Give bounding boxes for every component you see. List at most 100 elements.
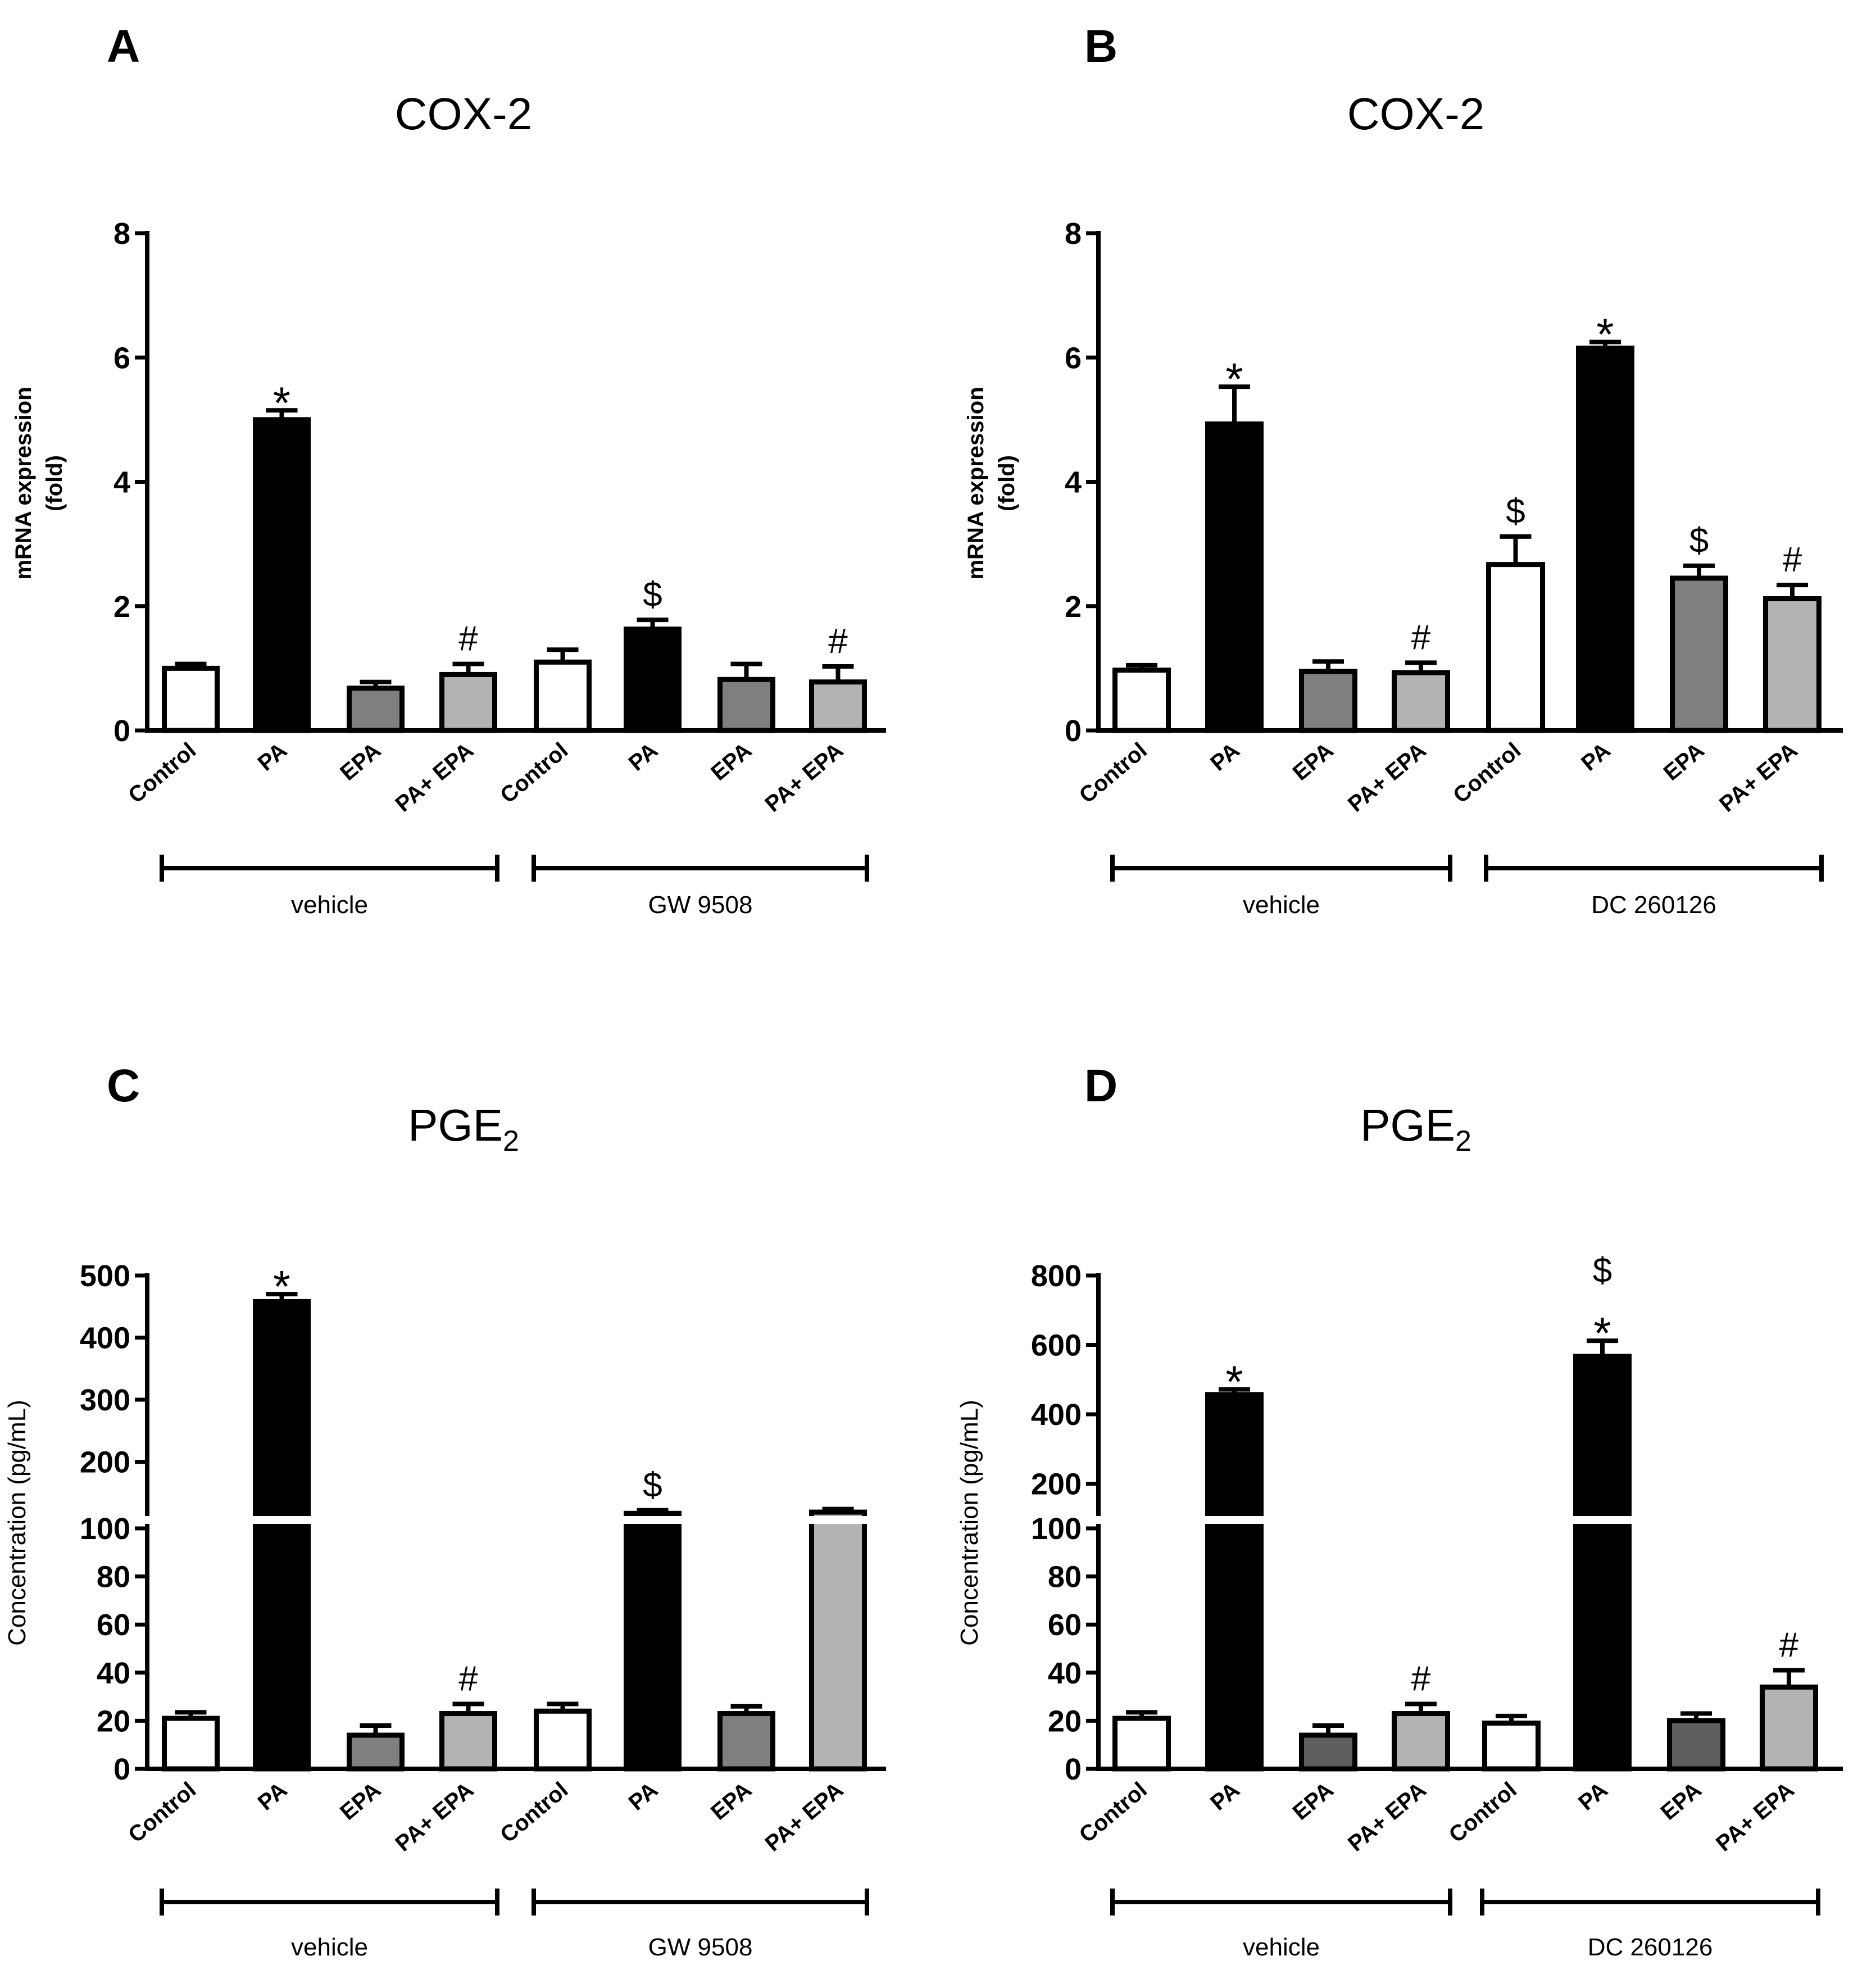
significance-marker: # — [458, 1659, 478, 1698]
x-tick-label: PA+ EPA — [1343, 738, 1431, 817]
y-tick-label: 40 — [1048, 1656, 1082, 1690]
y-tick-label: 8 — [113, 217, 130, 251]
y-tick-label: 80 — [1048, 1560, 1082, 1594]
significance-marker: # — [1783, 541, 1802, 579]
x-tick-label: Control — [124, 1777, 201, 1848]
x-tick-label: PA — [253, 1777, 292, 1815]
group-label: GW 9508 — [648, 1933, 753, 1961]
chart-title: COX-2 — [1347, 89, 1485, 139]
chart-title: COX-2 — [395, 89, 533, 139]
bar — [347, 686, 405, 733]
chart-panel-d: D PGE2 Concentration (pg/mL) 0 20 40 60 80 100 20… — [956, 1060, 1843, 1961]
y-tick-label: 300 — [80, 1383, 130, 1417]
significance-marker: $ — [643, 1466, 662, 1505]
significance-marker: $ — [1689, 521, 1709, 560]
x-tick-label: PA — [624, 738, 663, 776]
y-tick-label: 6 — [1065, 341, 1082, 375]
y-tick-label: 0 — [113, 1753, 130, 1786]
y-axis-label: Concentration (pg/mL) — [3, 1400, 31, 1646]
significance-marker: * — [1593, 1308, 1611, 1358]
bar — [1392, 670, 1450, 733]
bar — [1573, 1354, 1632, 1772]
x-tick-label: PA+ EPA — [1715, 738, 1802, 817]
y-tick-label: 60 — [97, 1608, 130, 1642]
x-tick-label: EPA — [706, 738, 756, 786]
x-tick-label: PA+ EPA — [391, 1777, 479, 1857]
y-tick-label: 200 — [80, 1446, 130, 1479]
x-tick-label: EPA — [1659, 738, 1709, 786]
x-tick-label: EPA — [335, 738, 385, 786]
y-tick-label: 40 — [97, 1656, 130, 1690]
panel-letter: D — [1084, 1060, 1118, 1111]
significance-marker: # — [1779, 1626, 1799, 1665]
x-tick-label: EPA — [335, 1777, 385, 1825]
x-tick-label: Control — [1075, 738, 1152, 808]
group-label: vehicle — [1243, 1933, 1320, 1961]
y-tick-label: 80 — [97, 1560, 130, 1594]
y-tick-label: 400 — [80, 1322, 130, 1355]
bar — [809, 679, 867, 733]
bar — [1763, 596, 1822, 733]
y-tick-label: 2 — [113, 590, 130, 624]
bar — [534, 1708, 592, 1772]
bar — [1482, 1721, 1541, 1772]
significance-marker: # — [458, 620, 478, 659]
bar-break — [621, 1516, 684, 1524]
significance-marker: $ — [643, 575, 662, 614]
y-tick-label: 20 — [97, 1704, 130, 1738]
y-tick-label: 4 — [1065, 466, 1082, 500]
significance-marker: * — [1225, 1357, 1243, 1407]
bar — [1392, 1711, 1450, 1772]
x-tick-label: EPA — [706, 1777, 756, 1825]
x-tick-label: PA — [1206, 1777, 1244, 1815]
x-tick-label: Control — [1445, 1777, 1521, 1848]
y-axis-label: mRNA expression — [964, 387, 988, 579]
bar — [439, 1711, 497, 1772]
significance-marker: $ — [1593, 1251, 1612, 1290]
x-tick-label: PA — [253, 738, 292, 776]
x-tick-label: PA+ EPA — [761, 738, 848, 817]
bar-break — [1571, 1516, 1634, 1524]
group-label: DC 260126 — [1591, 891, 1716, 919]
bar — [162, 665, 220, 733]
x-tick-label: PA — [1206, 738, 1244, 776]
x-tick-label: EPA — [1288, 738, 1338, 786]
y-tick-label: 60 — [1048, 1608, 1082, 1642]
panel-letter: B — [1084, 21, 1118, 72]
bar — [1760, 1684, 1818, 1772]
y-tick-label: 0 — [1065, 714, 1082, 748]
y-tick-label: 8 — [1065, 217, 1082, 251]
bar-break — [251, 1516, 313, 1524]
bar-break — [1203, 1516, 1266, 1524]
significance-marker: # — [1411, 618, 1431, 657]
y-tick-label: 2 — [1065, 590, 1082, 624]
chart-panel-c: C PGE2 Concentration (pg/mL) 0 20 40 60 80 100 20… — [3, 1060, 886, 1961]
x-tick-label: PA — [1577, 738, 1615, 776]
y-tick-label: 200 — [1031, 1468, 1082, 1501]
group-label: GW 9508 — [648, 891, 753, 919]
bar — [253, 1299, 311, 1772]
bar — [1299, 669, 1357, 733]
x-tick-label: Control — [496, 1777, 573, 1848]
y-axis-label: mRNA expression — [11, 387, 36, 579]
y-tick-label: 800 — [1031, 1259, 1082, 1293]
group-label: vehicle — [291, 1933, 368, 1961]
bar — [1205, 1392, 1264, 1772]
bar — [624, 1510, 682, 1772]
y-tick-label: 0 — [1065, 1753, 1082, 1786]
significance-marker: $ — [1506, 492, 1525, 531]
chart-panel-b: B COX-2 mRNA expression (fold) 0 2 4 6 8 Control *… — [964, 21, 1843, 919]
significance-marker: * — [273, 378, 290, 428]
bar — [717, 1711, 775, 1772]
y-tick-label: 6 — [113, 341, 130, 375]
y-tick-label: 100 — [1031, 1512, 1082, 1546]
y-tick-label: 100 — [80, 1512, 130, 1546]
bar — [1112, 668, 1171, 733]
x-tick-label: Control — [1075, 1777, 1152, 1848]
significance-marker: * — [1225, 354, 1243, 404]
x-tick-label: PA+ EPA — [1711, 1777, 1799, 1857]
x-tick-label: PA+ EPA — [391, 738, 479, 817]
bar — [1576, 346, 1634, 733]
bar — [439, 671, 497, 733]
x-tick-label: PA — [624, 1777, 663, 1815]
